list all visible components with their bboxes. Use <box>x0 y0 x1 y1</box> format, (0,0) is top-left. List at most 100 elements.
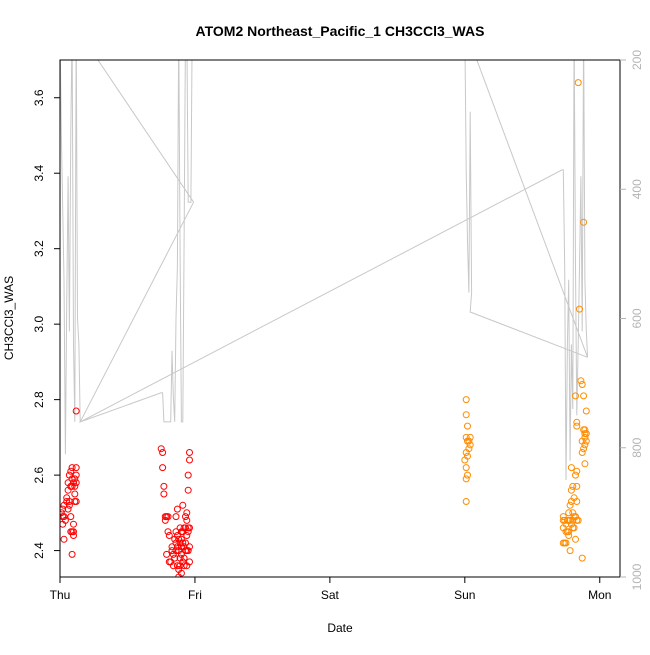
data-point-orange <box>567 486 575 494</box>
y-tick-label: 3.0 <box>32 315 46 332</box>
data-point-red <box>160 490 168 498</box>
data-point-red <box>67 513 75 521</box>
data-point-orange <box>569 482 577 490</box>
data-point-red <box>60 513 68 521</box>
data-point-orange <box>570 524 578 532</box>
data-point-orange <box>582 437 590 445</box>
secondary-line-layer <box>60 60 589 481</box>
x-tick-label: Thu <box>50 588 71 602</box>
y2-tick-label: 600 <box>630 308 644 328</box>
data-point-red <box>173 562 181 570</box>
data-point-orange <box>562 539 570 547</box>
data-point-orange <box>567 464 575 472</box>
data-point-orange <box>465 437 473 445</box>
x-axis-label: Date <box>327 621 353 635</box>
data-point-red <box>173 532 181 539</box>
y-tick-label: 2.4 <box>32 542 46 559</box>
data-point-red <box>70 528 77 536</box>
data-point-red <box>68 475 76 483</box>
data-point-red <box>67 467 75 475</box>
data-point-orange <box>466 433 474 441</box>
data-point-red <box>180 562 188 570</box>
data-point-red <box>177 535 185 543</box>
data-point-orange <box>462 475 470 483</box>
data-point-red <box>61 516 69 524</box>
data-point-orange <box>561 516 569 524</box>
data-point-red <box>184 528 192 536</box>
data-point-orange <box>578 449 586 456</box>
data-point-red <box>186 456 193 464</box>
data-point-red <box>68 550 76 558</box>
y-tick-label: 3.6 <box>32 89 46 106</box>
data-point-red <box>164 528 172 536</box>
data-point-red <box>186 449 193 456</box>
data-point-orange <box>462 396 470 404</box>
data-point-red <box>172 513 180 521</box>
data-point-red <box>183 516 191 524</box>
secondary-series-line <box>60 60 589 481</box>
data-point-orange <box>574 516 582 524</box>
data-point-red <box>184 547 192 555</box>
y2-tick-label: 400 <box>630 179 644 199</box>
y-tick-label: 2.8 <box>32 391 46 408</box>
data-point-red <box>183 509 191 517</box>
data-point-red <box>186 543 193 551</box>
x-tick-label: Fri <box>188 588 202 602</box>
data-point-red <box>160 482 168 490</box>
data-point-orange <box>574 79 582 87</box>
data-point-red <box>159 449 167 456</box>
data-point-orange <box>559 513 567 521</box>
data-point-red <box>71 490 79 498</box>
data-point-red <box>179 501 187 509</box>
data-point-red <box>71 475 79 483</box>
data-point-orange <box>566 547 574 555</box>
y-tick-label: 2.6 <box>32 466 46 483</box>
data-point-red <box>70 532 77 539</box>
data-point-red <box>72 407 80 415</box>
data-point-red <box>64 505 72 513</box>
data-point-orange <box>565 528 573 536</box>
data-point-red <box>186 558 193 566</box>
data-point-red <box>68 482 76 490</box>
data-point-orange <box>565 509 573 517</box>
data-point-orange <box>581 460 589 468</box>
data-point-red <box>60 535 68 543</box>
data-point-orange <box>466 441 474 449</box>
axes-layer: Thu Fri Sat Sun Mon 2.4 2.6 2.8 3.0 3.2 3.4 3.6 200 4… <box>32 50 644 602</box>
data-point-orange <box>576 305 583 313</box>
data-point-red <box>71 482 79 490</box>
data-point-red <box>70 520 77 528</box>
y2-tick-label: 1000 <box>630 563 644 590</box>
data-point-orange <box>582 407 590 415</box>
data-point-red <box>171 554 179 562</box>
data-point-red <box>70 479 77 487</box>
data-point-orange <box>578 554 586 562</box>
data-point-red <box>60 505 67 513</box>
data-point-orange <box>573 418 581 426</box>
data-point-orange <box>464 422 471 430</box>
data-point-red <box>159 464 167 472</box>
data-point-orange <box>462 498 470 505</box>
data-point-red <box>173 505 181 513</box>
data-point-orange <box>573 422 581 430</box>
data-point-orange <box>581 433 589 441</box>
y-tick-label: 3.4 <box>32 165 46 182</box>
data-point-orange <box>572 535 579 543</box>
data-point-red <box>168 543 176 551</box>
data-point-red <box>172 547 180 555</box>
data-point-orange <box>464 452 471 460</box>
data-point-red <box>65 501 73 509</box>
data-point-red <box>72 479 80 487</box>
data-point-orange <box>462 411 470 419</box>
data-point-orange <box>573 467 581 475</box>
y2-tick-label: 800 <box>630 437 644 457</box>
data-point-orange <box>572 392 579 400</box>
data-point-orange <box>577 377 585 385</box>
data-point-red <box>175 535 183 543</box>
data-point-orange <box>578 381 586 388</box>
data-point-red <box>72 464 80 472</box>
data-point-red <box>165 532 173 539</box>
x-tick-label: Sat <box>321 588 340 602</box>
